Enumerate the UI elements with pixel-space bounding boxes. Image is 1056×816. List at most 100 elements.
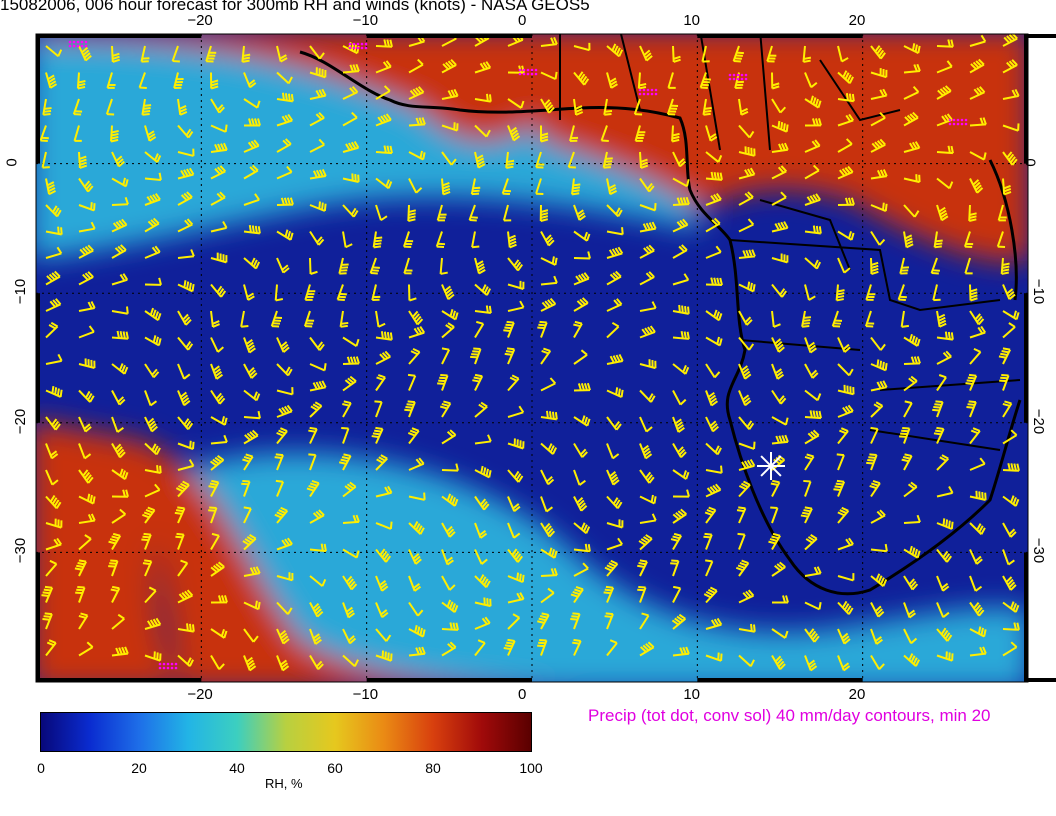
wind-barb xyxy=(804,566,822,577)
wind-barb xyxy=(441,429,457,445)
wind-barb xyxy=(969,178,984,194)
wind-barb xyxy=(441,59,457,74)
wind-barb xyxy=(804,534,818,551)
wind-barb xyxy=(1002,641,1018,657)
wind-barb xyxy=(540,410,558,421)
wind-barb xyxy=(771,165,788,180)
wind-barb xyxy=(111,363,129,375)
wind-barb xyxy=(210,252,228,264)
precip-dot xyxy=(534,68,538,72)
precip-dot xyxy=(530,68,534,72)
wind-barb xyxy=(930,257,940,275)
wind-barb xyxy=(342,86,359,100)
wind-barb xyxy=(243,506,252,524)
wind-barb xyxy=(573,382,591,392)
lat-label-left: 0 xyxy=(3,157,21,167)
wind-barb xyxy=(142,506,156,524)
wind-barb xyxy=(573,496,588,512)
wind-barb xyxy=(903,653,920,667)
wind-barb xyxy=(45,537,63,551)
wind-barb xyxy=(903,602,917,619)
wind-barb xyxy=(439,257,448,275)
wind-barb xyxy=(276,337,290,353)
wind-barb xyxy=(969,34,987,47)
wind-barb xyxy=(375,350,391,365)
wind-barb xyxy=(375,602,389,619)
precip-dot xyxy=(732,73,736,77)
wind-barb xyxy=(78,416,92,433)
wind-barb xyxy=(375,485,393,498)
wind-barb xyxy=(639,325,656,339)
wind-barb xyxy=(375,374,386,392)
wind-barb xyxy=(870,573,888,587)
wind-barb xyxy=(144,416,158,433)
wind-barb xyxy=(276,363,293,377)
wind-barb xyxy=(705,416,720,433)
wind-barb xyxy=(375,39,393,48)
wind-barb xyxy=(1002,310,1020,321)
wind-barb xyxy=(804,139,821,153)
wind-barb xyxy=(606,354,624,365)
precip-dot xyxy=(642,88,646,92)
wind-barb xyxy=(573,349,588,365)
wind-barb xyxy=(309,602,324,618)
wind-barb xyxy=(969,626,987,638)
wind-barb xyxy=(736,506,747,524)
wind-barb xyxy=(342,602,356,619)
wind-barb xyxy=(738,336,755,351)
wind-barb xyxy=(965,373,978,391)
wind-barb xyxy=(108,559,119,577)
wind-barb xyxy=(705,217,721,233)
wind-barb xyxy=(771,191,787,206)
wind-barb xyxy=(1002,89,1020,100)
wind-barb xyxy=(537,612,550,630)
wind-barb xyxy=(309,138,325,153)
precip-dot xyxy=(744,73,748,77)
wind-barb xyxy=(1002,429,1018,445)
wind-barb xyxy=(1002,284,1016,300)
wind-barb xyxy=(936,575,950,592)
wind-barb xyxy=(144,390,158,407)
precip-dot xyxy=(518,72,522,76)
precip-dot xyxy=(356,42,360,46)
wind-barb xyxy=(309,45,325,60)
wind-barb xyxy=(105,98,115,116)
country-borders xyxy=(559,34,1021,451)
frame-tick-left xyxy=(36,34,40,164)
wind-barb xyxy=(372,231,383,249)
wind-barb xyxy=(45,353,63,365)
wind-barb xyxy=(144,277,162,286)
wind-barb xyxy=(45,204,62,218)
wind-barb xyxy=(936,60,953,74)
wind-barb xyxy=(76,72,86,90)
wind-barb xyxy=(738,363,752,380)
wind-barb xyxy=(341,426,350,444)
wind-barb xyxy=(507,231,517,249)
wind-barb xyxy=(210,532,220,551)
lon-label-top: 0 xyxy=(518,12,527,29)
wind-barb xyxy=(639,221,657,233)
wind-barb xyxy=(804,655,818,672)
wind-barb xyxy=(111,489,129,498)
wind-barb xyxy=(737,532,746,550)
wind-barb xyxy=(870,401,884,418)
wind-barb xyxy=(837,537,854,551)
wind-barb xyxy=(276,404,293,418)
wind-barb xyxy=(837,70,854,85)
wind-barb xyxy=(633,98,643,116)
wind-barb xyxy=(672,469,690,480)
wind-barb xyxy=(606,495,623,509)
wind-barb xyxy=(309,575,327,587)
wind-barb xyxy=(306,480,320,498)
wind-barb xyxy=(375,650,393,662)
wind-barb xyxy=(540,347,552,365)
wind-barb xyxy=(606,469,620,486)
frame-tick-left xyxy=(36,293,40,423)
lat-label-left: −20 xyxy=(12,408,30,435)
wind-barb xyxy=(276,71,293,85)
precip-dot xyxy=(162,666,166,670)
wind-barb xyxy=(408,520,425,535)
wind-barb xyxy=(903,375,918,392)
map-title: 15082006, 006 hour forecast for 300mb RH… xyxy=(0,0,590,14)
